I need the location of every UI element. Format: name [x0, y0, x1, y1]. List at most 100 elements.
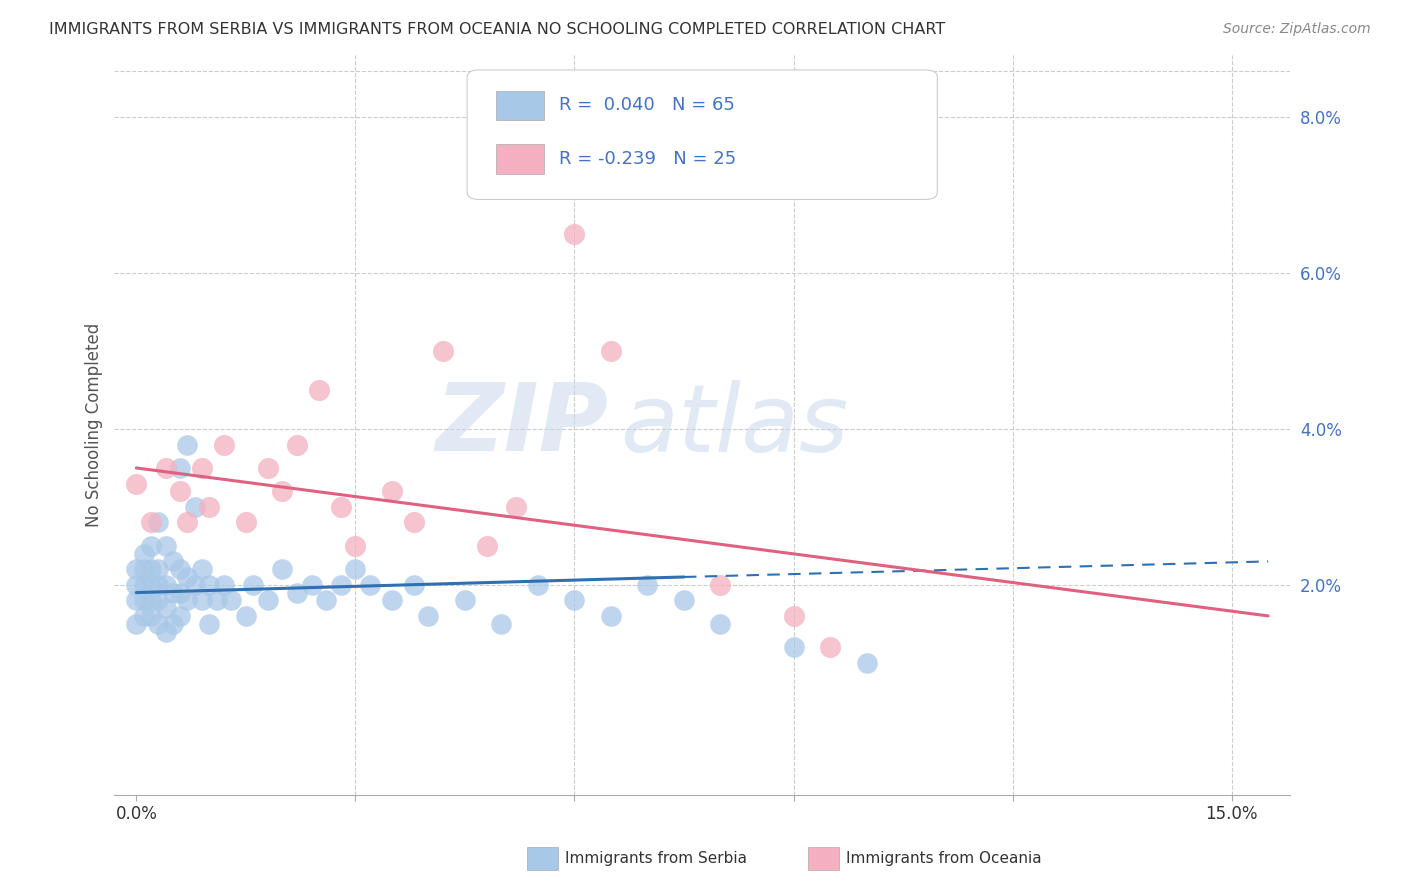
Point: [125, 578, 148, 592]
Point: [162, 585, 184, 599]
Point: [176, 516, 198, 530]
Text: R =  0.040   N = 65: R = 0.040 N = 65: [558, 96, 735, 114]
FancyBboxPatch shape: [467, 70, 938, 200]
Point: [132, 547, 155, 561]
Point: [191, 562, 214, 576]
Point: [256, 593, 278, 607]
Text: Immigrants from Oceania: Immigrants from Oceania: [846, 852, 1042, 866]
Point: [191, 593, 214, 607]
Point: [235, 608, 257, 623]
Point: [148, 562, 170, 576]
Point: [432, 344, 454, 359]
Point: [148, 616, 170, 631]
Point: [637, 578, 659, 592]
Point: [155, 601, 177, 615]
Point: [169, 608, 191, 623]
Point: [505, 500, 527, 514]
Point: [329, 500, 352, 514]
Point: [818, 640, 841, 654]
Point: [235, 516, 257, 530]
Point: [148, 516, 170, 530]
Point: [782, 640, 804, 654]
Point: [125, 593, 148, 607]
Point: [132, 562, 155, 576]
Point: [139, 593, 162, 607]
Point: [169, 484, 191, 499]
Text: R = -0.239   N = 25: R = -0.239 N = 25: [558, 150, 737, 168]
Point: [475, 539, 498, 553]
Point: [132, 593, 155, 607]
Point: [344, 539, 367, 553]
Point: [155, 461, 177, 475]
Point: [315, 593, 337, 607]
Point: [402, 516, 425, 530]
Point: [169, 461, 191, 475]
Point: [855, 656, 877, 670]
Point: [176, 593, 198, 607]
Point: [242, 578, 264, 592]
Point: [139, 539, 162, 553]
FancyBboxPatch shape: [496, 91, 544, 120]
Point: [212, 437, 235, 451]
Point: [155, 539, 177, 553]
Point: [205, 593, 228, 607]
Point: [454, 593, 477, 607]
Point: [169, 585, 191, 599]
Point: [564, 593, 586, 607]
Point: [782, 608, 804, 623]
Point: [301, 578, 323, 592]
Point: [176, 570, 198, 584]
Text: Immigrants from Serbia: Immigrants from Serbia: [565, 852, 747, 866]
Point: [271, 484, 294, 499]
Point: [125, 616, 148, 631]
Point: [564, 227, 586, 242]
Point: [418, 608, 440, 623]
Point: [600, 608, 623, 623]
Point: [329, 578, 352, 592]
Point: [212, 578, 235, 592]
Point: [132, 578, 155, 592]
Text: atlas: atlas: [620, 380, 848, 471]
Point: [184, 500, 207, 514]
Point: [162, 554, 184, 568]
Point: [148, 578, 170, 592]
Text: ZIP: ZIP: [436, 379, 609, 471]
Point: [491, 616, 513, 631]
Point: [198, 500, 221, 514]
Point: [155, 624, 177, 639]
Text: Source: ZipAtlas.com: Source: ZipAtlas.com: [1223, 22, 1371, 37]
Point: [709, 616, 731, 631]
Point: [672, 593, 695, 607]
Y-axis label: No Schooling Completed: No Schooling Completed: [86, 323, 103, 527]
FancyBboxPatch shape: [496, 144, 544, 174]
Point: [527, 578, 550, 592]
Point: [198, 616, 221, 631]
Point: [148, 593, 170, 607]
Point: [132, 608, 155, 623]
Point: [139, 562, 162, 576]
Point: [162, 616, 184, 631]
Point: [191, 461, 214, 475]
Point: [176, 437, 198, 451]
Point: [285, 437, 308, 451]
Point: [139, 578, 162, 592]
Point: [155, 578, 177, 592]
Point: [709, 578, 731, 592]
Point: [359, 578, 381, 592]
Point: [125, 562, 148, 576]
Point: [256, 461, 278, 475]
Point: [381, 593, 404, 607]
Point: [198, 578, 221, 592]
Point: [344, 562, 367, 576]
Point: [285, 585, 308, 599]
Point: [600, 344, 623, 359]
Point: [169, 562, 191, 576]
Point: [402, 578, 425, 592]
Point: [139, 516, 162, 530]
Point: [184, 578, 207, 592]
Point: [139, 608, 162, 623]
Text: IMMIGRANTS FROM SERBIA VS IMMIGRANTS FROM OCEANIA NO SCHOOLING COMPLETED CORRELA: IMMIGRANTS FROM SERBIA VS IMMIGRANTS FRO…: [49, 22, 945, 37]
Point: [271, 562, 294, 576]
Point: [219, 593, 242, 607]
Point: [381, 484, 404, 499]
